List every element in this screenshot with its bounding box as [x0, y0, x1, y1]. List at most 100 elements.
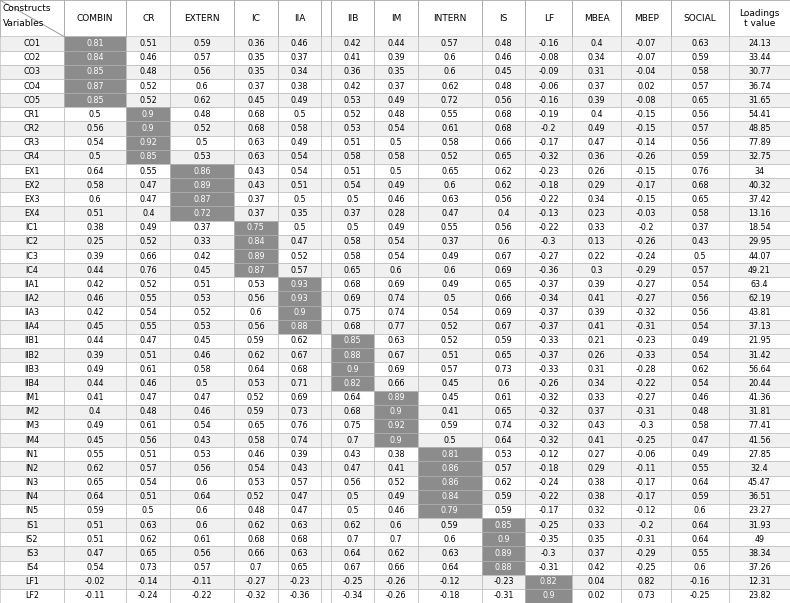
Text: 0.61: 0.61	[495, 393, 513, 402]
Text: 33.44: 33.44	[748, 53, 771, 62]
Text: 0.54: 0.54	[344, 181, 361, 190]
Text: 43.81: 43.81	[748, 308, 771, 317]
Text: -0.15: -0.15	[636, 124, 656, 133]
Text: IN2: IN2	[25, 464, 39, 473]
Text: 0.36: 0.36	[344, 68, 361, 77]
Text: 0.49: 0.49	[691, 450, 709, 459]
Bar	[482, 405, 525, 419]
Text: 0.64: 0.64	[691, 520, 709, 529]
Bar	[234, 291, 277, 306]
Bar	[622, 306, 671, 320]
Text: 0.5: 0.5	[196, 379, 209, 388]
Bar	[525, 362, 572, 376]
Text: 0.5: 0.5	[443, 294, 456, 303]
Text: 0.41: 0.41	[344, 53, 361, 62]
Text: 0.58: 0.58	[691, 68, 709, 77]
Bar	[234, 461, 277, 476]
Text: -0.17: -0.17	[636, 478, 656, 487]
Bar	[525, 206, 572, 221]
Text: IM4: IM4	[25, 435, 39, 444]
Text: 0.47: 0.47	[86, 549, 104, 558]
Bar	[525, 391, 572, 405]
Bar	[322, 306, 331, 320]
Bar	[525, 164, 572, 178]
Bar	[331, 476, 374, 490]
Bar	[374, 362, 418, 376]
Text: 0.61: 0.61	[140, 421, 157, 431]
Bar	[418, 447, 482, 461]
Bar	[622, 51, 671, 65]
Text: 0.6: 0.6	[694, 563, 706, 572]
Bar	[126, 206, 170, 221]
Bar	[572, 291, 622, 306]
Text: -0.31: -0.31	[539, 563, 559, 572]
Text: 0.45: 0.45	[441, 379, 459, 388]
Text: 0.69: 0.69	[495, 308, 513, 317]
Bar	[729, 65, 790, 79]
Text: 0.53: 0.53	[247, 280, 265, 289]
Text: 0.5: 0.5	[389, 138, 402, 147]
Text: -0.15: -0.15	[636, 166, 656, 175]
Bar	[0, 178, 64, 192]
Text: 0.55: 0.55	[139, 323, 157, 331]
Text: -0.37: -0.37	[539, 308, 559, 317]
Bar	[234, 121, 277, 136]
Bar	[671, 51, 729, 65]
Bar	[126, 277, 170, 291]
Bar	[418, 504, 482, 518]
Text: 56.64: 56.64	[748, 365, 771, 374]
Text: 0.65: 0.65	[344, 266, 361, 275]
Text: 31.65: 31.65	[748, 96, 771, 105]
Text: 0.43: 0.43	[691, 238, 709, 247]
Bar	[525, 419, 572, 433]
Text: 0.56: 0.56	[86, 124, 104, 133]
Text: 0.42: 0.42	[86, 280, 104, 289]
Text: -0.11: -0.11	[85, 592, 105, 601]
Bar	[418, 362, 482, 376]
Bar	[234, 107, 277, 121]
Text: 38.34: 38.34	[748, 549, 771, 558]
Text: -0.2: -0.2	[638, 223, 654, 232]
Bar	[374, 121, 418, 136]
Bar	[331, 518, 374, 532]
Bar	[729, 235, 790, 249]
Text: -0.17: -0.17	[636, 492, 656, 501]
Bar	[0, 362, 64, 376]
Text: -0.32: -0.32	[539, 393, 559, 402]
Text: -0.07: -0.07	[636, 53, 656, 62]
Text: -0.22: -0.22	[636, 379, 656, 388]
Bar	[482, 164, 525, 178]
Text: 0.68: 0.68	[495, 124, 513, 133]
Bar	[126, 419, 170, 433]
Bar	[234, 518, 277, 532]
Bar	[64, 334, 126, 348]
Bar	[374, 291, 418, 306]
Text: 0.52: 0.52	[194, 124, 211, 133]
Text: 77.89: 77.89	[748, 138, 771, 147]
Text: IS2: IS2	[26, 535, 38, 544]
Bar	[170, 306, 234, 320]
Bar	[418, 235, 482, 249]
Text: -0.23: -0.23	[636, 336, 656, 346]
Text: 0.41: 0.41	[588, 323, 605, 331]
Bar	[671, 490, 729, 504]
Bar	[525, 320, 572, 334]
Text: 0.5: 0.5	[346, 492, 359, 501]
Bar	[64, 291, 126, 306]
Text: 0.48: 0.48	[387, 110, 404, 119]
Bar	[729, 206, 790, 221]
Text: 0.62: 0.62	[495, 478, 513, 487]
Text: 31.81: 31.81	[748, 407, 771, 416]
Bar	[482, 235, 525, 249]
Text: -0.23: -0.23	[289, 577, 310, 586]
Bar	[572, 546, 622, 561]
Text: IC2: IC2	[25, 238, 39, 247]
Bar	[277, 532, 322, 546]
Bar	[331, 235, 374, 249]
Bar	[234, 504, 277, 518]
Bar	[322, 405, 331, 419]
Bar	[331, 93, 374, 107]
Text: IIA4: IIA4	[24, 323, 40, 331]
Text: 0.44: 0.44	[86, 266, 104, 275]
Bar	[374, 37, 418, 51]
